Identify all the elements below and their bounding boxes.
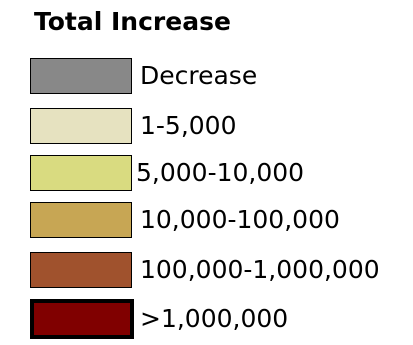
legend-item-over-1000000: >1,000,000 <box>30 299 410 339</box>
legend-item-1-5000: 1-5,000 <box>30 108 410 146</box>
legend-item-100000-1000000: 100,000-1,000,000 <box>30 252 410 290</box>
legend-swatch <box>30 108 132 144</box>
legend-label: >1,000,000 <box>140 304 289 333</box>
legend-swatch <box>30 202 132 238</box>
legend-label: 1-5,000 <box>140 111 237 140</box>
legend-swatch <box>30 299 134 339</box>
legend-swatch <box>30 155 132 191</box>
legend-title: Total Increase <box>34 7 231 36</box>
legend-item-10000-100000: 10,000-100,000 <box>30 202 410 240</box>
legend-swatch <box>30 58 132 94</box>
legend-label: 10,000-100,000 <box>140 205 340 234</box>
legend-swatch <box>30 252 132 288</box>
legend-item-5000-10000: 5,000-10,000 <box>30 155 410 193</box>
legend-label: Decrease <box>140 61 258 90</box>
legend-label: 100,000-1,000,000 <box>140 255 380 284</box>
legend-label: 5,000-10,000 <box>136 158 305 187</box>
legend-item-decrease: Decrease <box>30 58 410 96</box>
